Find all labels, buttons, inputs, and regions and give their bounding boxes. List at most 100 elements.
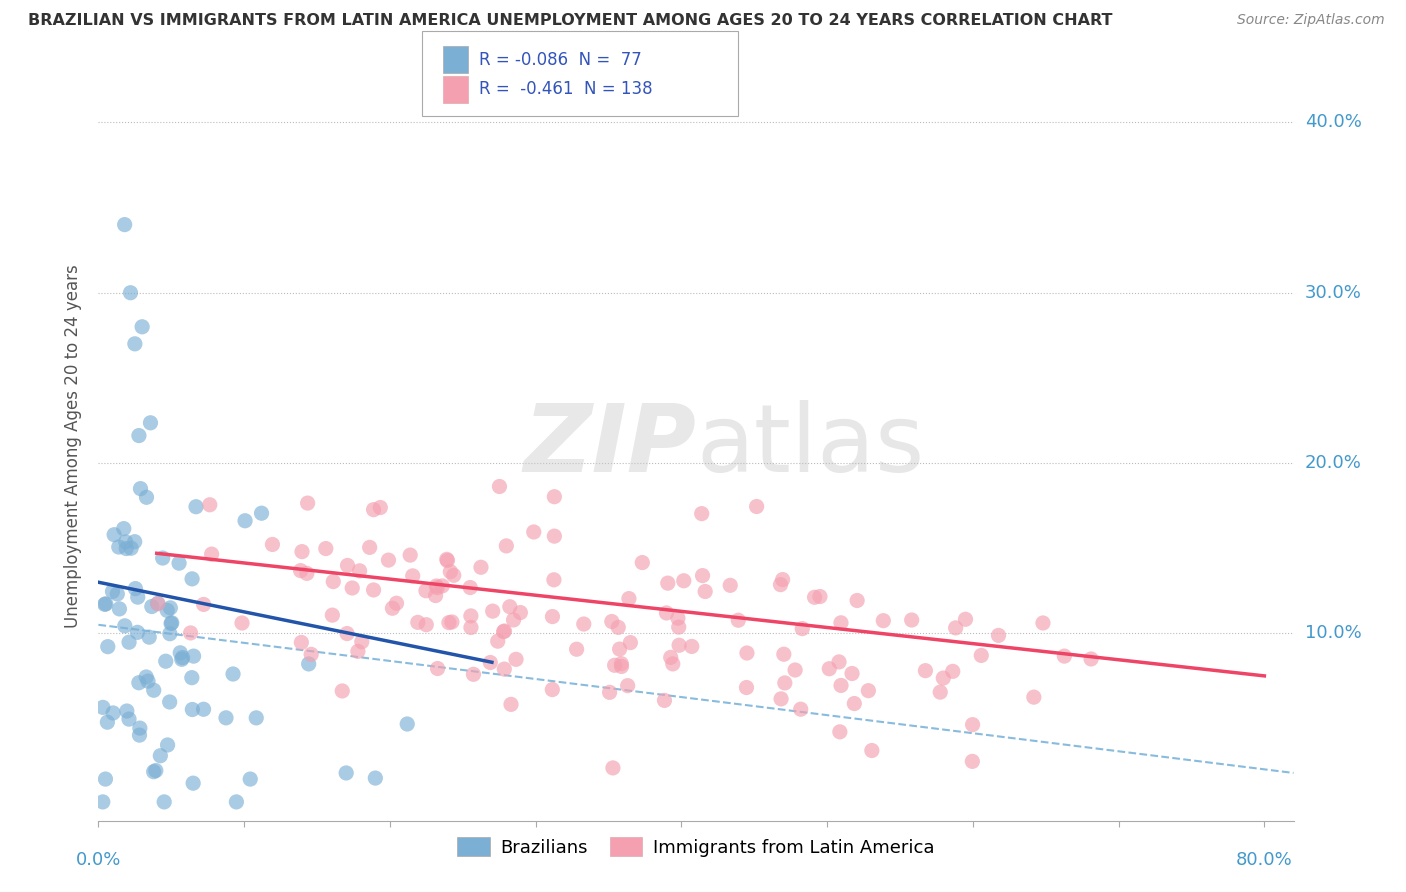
Point	[942, 665, 965, 679]
Point	[167, 556, 190, 570]
Point	[509, 606, 531, 620]
Point	[692, 568, 714, 582]
Point	[872, 614, 894, 628]
Point	[295, 566, 318, 581]
Point	[932, 671, 955, 685]
Point	[152, 551, 174, 566]
Point	[159, 626, 181, 640]
Point	[385, 596, 408, 610]
Point	[120, 285, 142, 300]
Point	[336, 626, 359, 640]
Point	[458, 581, 481, 595]
Point	[139, 416, 162, 430]
Point	[245, 711, 267, 725]
Point	[499, 599, 522, 614]
Point	[347, 644, 370, 658]
Point	[772, 573, 794, 587]
Point	[377, 553, 399, 567]
Text: ZIP: ZIP	[523, 400, 696, 492]
Point	[290, 635, 312, 649]
Point	[828, 724, 851, 739]
Point	[610, 657, 633, 671]
Point	[149, 748, 172, 763]
Point	[233, 514, 256, 528]
Point	[425, 579, 447, 593]
Point	[499, 698, 522, 712]
Point	[666, 611, 689, 625]
Text: R = -0.086  N =  77: R = -0.086 N = 77	[479, 51, 643, 69]
Point	[118, 712, 141, 726]
Point	[184, 500, 207, 514]
Point	[115, 704, 138, 718]
Point	[1022, 690, 1045, 705]
Point	[1053, 649, 1076, 664]
Point	[170, 652, 193, 666]
Point	[118, 635, 141, 649]
Point	[828, 655, 851, 669]
Point	[396, 717, 419, 731]
Point	[541, 609, 564, 624]
Point	[105, 587, 128, 601]
Point	[440, 615, 463, 629]
Point	[1080, 652, 1102, 666]
Point	[690, 507, 713, 521]
Point	[250, 506, 273, 520]
Point	[135, 490, 157, 504]
Point	[460, 608, 482, 623]
Y-axis label: Unemployment Among Ages 20 to 24 years: Unemployment Among Ages 20 to 24 years	[65, 264, 83, 628]
Point	[803, 591, 825, 605]
Point	[830, 615, 852, 630]
Point	[987, 628, 1010, 642]
Point	[772, 647, 794, 661]
Point	[146, 597, 169, 611]
Point	[349, 564, 371, 578]
Point	[350, 634, 373, 648]
Point	[600, 615, 623, 629]
Point	[565, 642, 588, 657]
Point	[970, 648, 993, 663]
Point	[929, 685, 952, 699]
Point	[363, 502, 385, 516]
Point	[609, 642, 631, 657]
Point	[215, 711, 238, 725]
Point	[225, 795, 247, 809]
Point	[335, 766, 357, 780]
Point	[381, 601, 404, 615]
Point	[193, 598, 215, 612]
Point	[107, 540, 129, 554]
Point	[1032, 615, 1054, 630]
Point	[368, 500, 391, 515]
Point	[439, 565, 461, 579]
Point	[492, 624, 515, 639]
Point	[486, 634, 509, 648]
Point	[201, 547, 224, 561]
Point	[135, 670, 157, 684]
Point	[156, 738, 179, 752]
Point	[790, 702, 813, 716]
Point	[336, 558, 359, 573]
Point	[426, 661, 449, 675]
Point	[193, 702, 215, 716]
Point	[914, 664, 936, 678]
Point	[745, 500, 768, 514]
Point	[124, 582, 146, 596]
Point	[631, 556, 654, 570]
Point	[291, 544, 314, 558]
Point	[262, 537, 284, 551]
Point	[844, 697, 866, 711]
Text: atlas: atlas	[696, 400, 924, 492]
Point	[668, 638, 690, 652]
Text: R =  -0.461  N = 138: R = -0.461 N = 138	[479, 80, 652, 98]
Point	[735, 681, 758, 695]
Point	[617, 591, 640, 606]
Point	[470, 560, 492, 574]
Point	[239, 772, 262, 786]
Point	[103, 527, 125, 541]
Point	[363, 582, 385, 597]
Point	[488, 479, 510, 493]
Point	[572, 617, 595, 632]
Point	[860, 743, 883, 757]
Point	[846, 593, 869, 607]
Point	[94, 772, 117, 786]
Point	[128, 721, 150, 735]
